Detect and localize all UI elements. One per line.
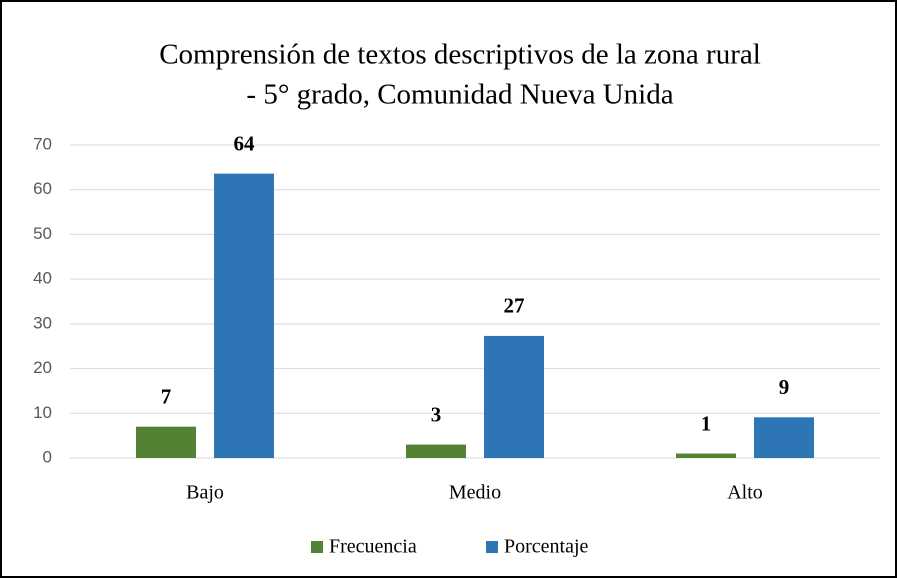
x-tick-label: Medio bbox=[449, 482, 501, 504]
data-label: 7 bbox=[161, 385, 172, 409]
y-tick-label: 50 bbox=[33, 224, 52, 243]
data-label: 9 bbox=[779, 375, 790, 399]
bar bbox=[484, 335, 544, 458]
chart-title: - 5° grado, Comunidad Nueva Unida bbox=[246, 79, 673, 111]
legend-swatch bbox=[311, 541, 323, 553]
y-tick-label: 30 bbox=[33, 313, 52, 332]
y-tick-label: 70 bbox=[33, 134, 52, 153]
y-tick-label: 10 bbox=[33, 403, 52, 422]
legend-label: Frecuencia bbox=[329, 536, 417, 558]
y-tick-label: 0 bbox=[43, 447, 52, 466]
data-label: 64 bbox=[234, 131, 256, 155]
y-tick-label: 60 bbox=[33, 179, 52, 198]
bar bbox=[676, 453, 736, 458]
bar bbox=[754, 417, 814, 458]
data-label: 1 bbox=[701, 411, 712, 435]
legend-label: Porcentaje bbox=[504, 536, 589, 558]
y-tick-label: 40 bbox=[33, 269, 52, 288]
x-tick-label: Alto bbox=[727, 482, 763, 504]
chart-title: Comprensión de textos descriptivos de la… bbox=[159, 39, 761, 71]
bar bbox=[406, 444, 466, 458]
x-tick-label: Bajo bbox=[186, 482, 224, 504]
data-label: 3 bbox=[431, 402, 442, 426]
bar bbox=[136, 426, 196, 458]
legend-swatch bbox=[486, 541, 498, 553]
data-label: 27 bbox=[504, 294, 525, 318]
bar bbox=[214, 173, 274, 459]
y-tick-label: 20 bbox=[33, 358, 52, 377]
